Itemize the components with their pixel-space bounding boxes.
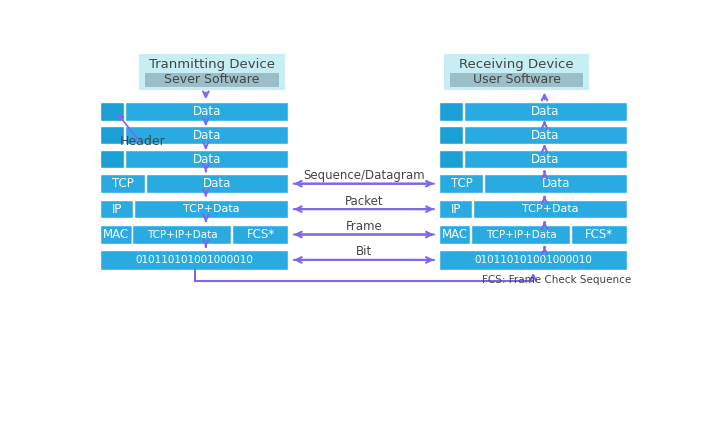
Bar	[571, 225, 627, 244]
Bar	[232, 225, 288, 244]
Bar	[125, 150, 288, 168]
Text: TCP: TCP	[112, 177, 134, 190]
Bar	[464, 126, 627, 144]
Text: Sequence/Datagram: Sequence/Datagram	[303, 169, 425, 182]
Text: Data: Data	[531, 128, 559, 142]
Bar	[100, 250, 288, 270]
Text: User Software: User Software	[473, 73, 560, 86]
Bar	[484, 174, 627, 193]
Text: Header: Header	[120, 135, 165, 148]
Text: Tranmitting Device: Tranmitting Device	[149, 58, 275, 71]
Text: TCP+IP+Data: TCP+IP+Data	[486, 230, 556, 239]
Text: Data: Data	[542, 177, 570, 190]
Text: TCP: TCP	[451, 177, 473, 190]
Bar	[125, 126, 288, 144]
Text: Data: Data	[531, 153, 559, 165]
Bar	[100, 174, 145, 193]
Bar	[146, 73, 278, 87]
Bar	[471, 225, 570, 244]
Bar	[139, 54, 285, 90]
Bar	[439, 126, 463, 144]
Text: MAC: MAC	[104, 228, 129, 241]
Text: 010110101001000010: 010110101001000010	[136, 255, 253, 265]
Text: Data: Data	[192, 128, 221, 142]
Bar	[439, 150, 463, 168]
Bar	[100, 102, 124, 121]
Text: Sever Software: Sever Software	[164, 73, 260, 86]
Bar	[439, 174, 484, 193]
Text: Data: Data	[192, 105, 221, 118]
Text: 010110101001000010: 010110101001000010	[474, 255, 592, 265]
Bar	[464, 102, 627, 121]
Bar	[464, 150, 627, 168]
Text: FCS: Frame Check Sequence: FCS: Frame Check Sequence	[482, 275, 631, 285]
Bar	[450, 73, 583, 87]
Text: Data: Data	[192, 153, 221, 165]
Text: FCS*: FCS*	[246, 228, 275, 241]
Text: FCS*: FCS*	[585, 228, 613, 241]
Bar	[439, 250, 627, 270]
Bar	[100, 225, 131, 244]
Bar	[100, 126, 124, 144]
Text: Data: Data	[203, 177, 231, 190]
Bar	[134, 200, 288, 218]
Text: Frame: Frame	[346, 220, 382, 233]
Text: TCP+Data: TCP+Data	[522, 204, 579, 214]
Bar	[125, 102, 288, 121]
Bar	[439, 102, 463, 121]
Text: Receiving Device: Receiving Device	[459, 58, 574, 71]
Bar	[100, 200, 133, 218]
Text: MAC: MAC	[442, 228, 468, 241]
Bar	[444, 54, 589, 90]
Text: IP: IP	[112, 202, 123, 216]
Text: Bit: Bit	[356, 246, 372, 258]
Bar	[146, 174, 288, 193]
Bar	[132, 225, 231, 244]
Bar	[439, 225, 470, 244]
Text: Data: Data	[531, 105, 559, 118]
Text: TCP+Data: TCP+Data	[183, 204, 240, 214]
Bar	[100, 150, 124, 168]
Text: TCP+IP+Data: TCP+IP+Data	[147, 230, 217, 239]
Bar	[439, 200, 472, 218]
Text: IP: IP	[451, 202, 462, 216]
Bar	[473, 200, 627, 218]
Text: Packet: Packet	[344, 194, 383, 208]
